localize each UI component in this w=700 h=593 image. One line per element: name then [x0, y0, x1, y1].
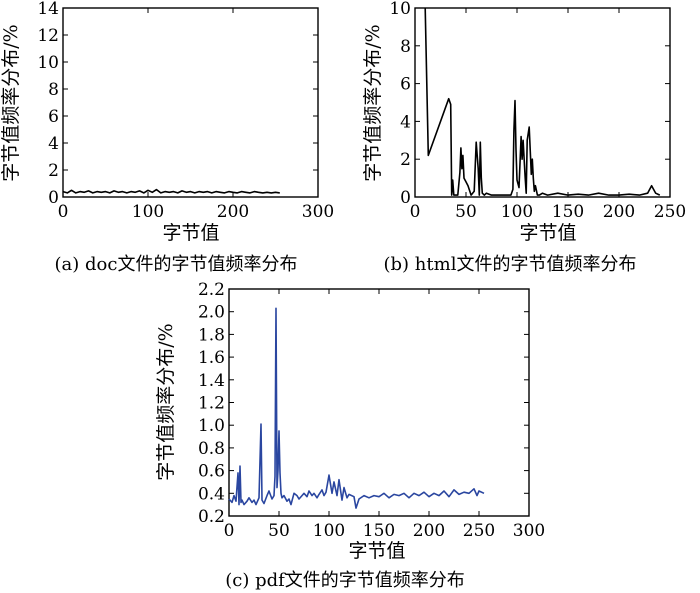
y-tick-label: 4 [48, 134, 59, 154]
series-line-0 [424, 7, 661, 196]
y-tick-label: 2.2 [198, 280, 225, 300]
x-tick-label: 50 [268, 521, 290, 541]
chart-panel-1: 0 50 100 150 200 250 0 2 4 6 8 10 字节值 字节值频率分布/% (b) ht… [362, 0, 686, 275]
y-tick-label: 1.0 [198, 416, 225, 436]
x-axis-label: 字节值 [519, 222, 576, 244]
y-tick-label: 1.4 [198, 371, 225, 391]
x-tick-label: 300 [513, 521, 545, 541]
x-tick-label: 100 [501, 202, 533, 222]
y-tick-label: 1.6 [198, 348, 225, 368]
x-tick-label: 200 [217, 202, 249, 222]
y-tick-label: 0.2 [198, 507, 225, 527]
x-tick-label: 250 [463, 521, 495, 541]
chart-panel-0: 0 100 200 300 0 2 4 6 8 10 12 14 字节值 字节值频率分布/% (a) doc… [0, 0, 334, 275]
x-tick-label: 150 [552, 202, 584, 222]
x-tick-label: 200 [603, 202, 635, 222]
y-tick-label: 8 [400, 37, 411, 57]
plot-frame [62, 7, 319, 198]
y-tick-label: 10 [389, 0, 411, 19]
y-tick-label: 8 [48, 80, 59, 100]
y-axis-label: 字节值频率分布/% [362, 24, 384, 181]
y-tick-label: 6 [48, 107, 59, 127]
x-tick-label: 300 [302, 202, 334, 222]
chart-caption: (c) pdf文件的字节值频率分布 [225, 570, 465, 591]
chart-panel-2: 0 50 100 150 200 250 300 0.2 0.40.6 0.8 1.01.2 1.4 1… [155, 280, 545, 591]
x-tick-label: 250 [654, 202, 686, 222]
y-tick-label: 2 [400, 150, 411, 170]
y-tick-label: 2 [48, 161, 59, 181]
x-tick-label: 0 [58, 202, 69, 222]
y-tick-label: 0 [400, 188, 411, 208]
series-line-0 [228, 307, 485, 509]
series-line-0 [62, 188, 280, 194]
y-tick-label: 4 [400, 112, 411, 132]
x-axis-label: 字节值 [348, 540, 405, 562]
x-axis-label: 字节值 [162, 222, 219, 244]
y-tick-label: 0.6 [198, 462, 225, 482]
y-tick-label: 1.2 [198, 394, 225, 414]
chart-caption: (b) html文件的字节值频率分布 [384, 254, 637, 275]
y-axis-label: 字节值频率分布/% [155, 323, 177, 480]
y-tick-label: 0 [48, 188, 59, 208]
y-tick-label: 12 [37, 26, 59, 46]
y-tick-label: 0.4 [198, 484, 225, 504]
x-tick-label: 0 [224, 521, 235, 541]
x-tick-label: 150 [363, 521, 395, 541]
x-tick-label: 100 [132, 202, 164, 222]
y-axis-label: 字节值频率分布/% [0, 24, 22, 181]
x-tick-label: 200 [413, 521, 445, 541]
y-tick-label: 0.8 [198, 439, 225, 459]
y-tick-label: 6 [400, 75, 411, 95]
y-tick-label: 10 [37, 53, 59, 73]
x-tick-label: 50 [455, 202, 477, 222]
plot-frame [414, 7, 671, 198]
y-tick-label: 1.8 [198, 325, 225, 345]
x-tick-label: 0 [410, 202, 421, 222]
y-tick-label: 14 [37, 0, 59, 19]
chart-caption: (a) doc文件的字节值频率分布 [55, 254, 298, 275]
y-tick-label: 2.0 [198, 303, 225, 323]
x-tick-label: 100 [313, 521, 345, 541]
